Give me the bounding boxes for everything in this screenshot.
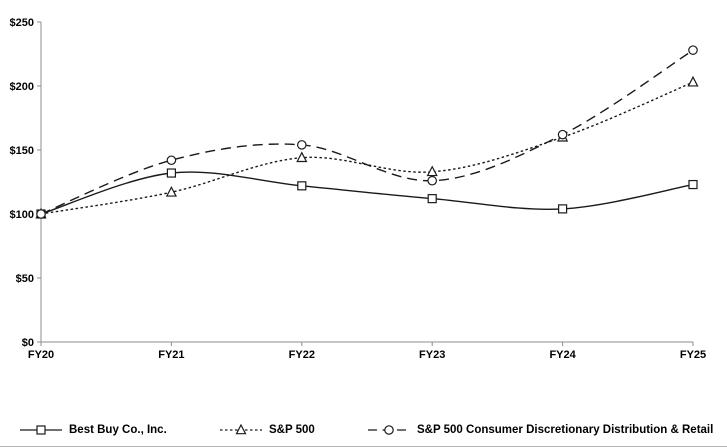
x-tick-label: FY21 [158,349,184,361]
marker-circle-2 [36,209,46,219]
legend-label-sp500: S&P 500 [269,424,315,436]
x-tick-label: FY24 [549,349,576,361]
legend-item-best-buy: Best Buy Co., Inc. [20,414,167,446]
marker-circle-2 [296,140,307,150]
marker-triangle-1 [165,185,177,197]
marker-triangle-1 [687,75,699,87]
x-tick-label: FY22 [289,349,315,361]
x-tick-label: FY20 [28,349,54,361]
performance-chart-area: $0 $50 $100 $150 $200 $250 FY20 FY21 FY22 FY23 FY2… [10,17,707,361]
legend-label-best-buy: Best Buy Co., Inc. [69,424,167,436]
y-tick-label: $250 [10,17,34,29]
y-tick-label: $100 [10,209,34,221]
y-tick-label: $50 [16,273,34,285]
marker-triangle-1 [426,165,438,177]
y-tick-label: $150 [10,145,34,157]
legend-item-sp500: S&P 500 [220,414,315,446]
marker-circle-2 [427,175,437,186]
marker-circle-2 [688,45,698,55]
performance-chart: $0 $50 $100 $150 $200 $250 FY20 FY21 FY22 FY23 FY2… [10,17,707,361]
triangle-marker-dotted-line-icon [220,424,262,435]
legend-item-sp500-cddr: S&P 500 Consumer Discretionary Distribut… [368,414,713,446]
series-line-2 [40,49,694,215]
y-tick-label: $200 [10,81,34,93]
marker-square-0 [166,168,176,178]
circle-marker-dashed-line-icon [368,425,410,435]
marker-square-0 [297,181,307,191]
series-line-0 [40,171,694,215]
legend-label-sp500-cddr: S&P 500 Consumer Discretionary Distribut… [417,424,714,436]
marker-circle-2 [166,155,177,166]
x-tick-label: FY23 [419,349,445,361]
series-line-1 [40,81,694,215]
marker-square-0 [688,179,698,190]
x-tick-label: FY25 [680,349,706,361]
chart-legend: Best Buy Co., Inc. S&P 500 S&P 500 Consu… [0,414,727,446]
marker-triangle-1 [296,151,308,163]
square-marker-solid-line-icon [20,425,62,435]
marker-square-0 [427,194,437,204]
marker-square-0 [557,204,568,214]
marker-circle-2 [557,129,568,140]
y-tick-label: $0 [22,337,34,349]
